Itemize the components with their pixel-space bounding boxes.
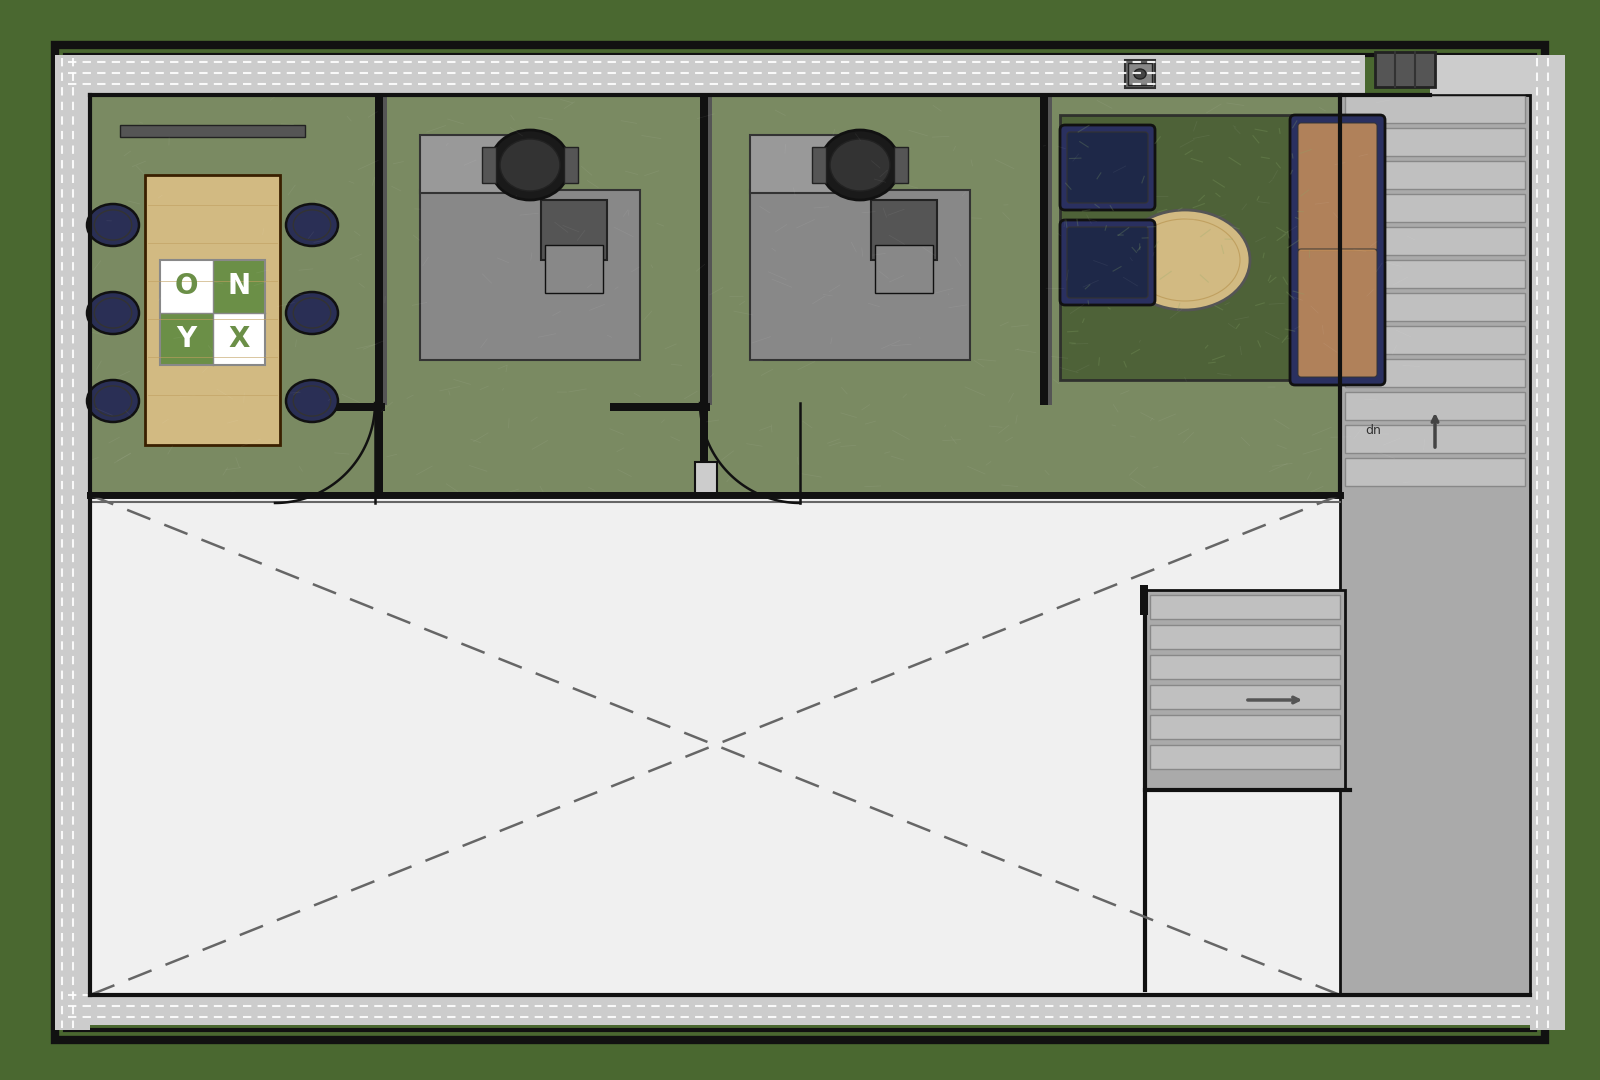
Bar — [541, 200, 606, 259]
Bar — [66, 990, 1534, 1025]
Bar — [1125, 60, 1155, 87]
Bar — [870, 200, 938, 259]
Bar — [1374, 52, 1435, 87]
Bar — [1150, 715, 1341, 739]
Bar — [1150, 654, 1341, 679]
FancyBboxPatch shape — [1067, 227, 1149, 298]
FancyBboxPatch shape — [1059, 220, 1155, 305]
Bar — [54, 55, 90, 1030]
Bar — [419, 135, 512, 193]
Bar — [1346, 194, 1525, 222]
Bar — [382, 95, 387, 405]
Ellipse shape — [86, 204, 139, 246]
Ellipse shape — [490, 130, 570, 200]
Bar — [707, 95, 712, 405]
Bar — [1048, 95, 1053, 405]
Bar — [482, 147, 496, 183]
Text: N: N — [227, 272, 250, 300]
Bar — [563, 147, 578, 183]
Bar — [750, 190, 970, 360]
Bar — [374, 95, 382, 405]
Ellipse shape — [86, 292, 139, 334]
Bar — [813, 147, 826, 183]
Ellipse shape — [286, 292, 338, 334]
Ellipse shape — [286, 204, 338, 246]
Ellipse shape — [1120, 210, 1250, 310]
Bar — [1128, 63, 1152, 85]
Bar — [66, 55, 1365, 95]
Ellipse shape — [293, 386, 331, 416]
Bar — [90, 95, 1430, 500]
Ellipse shape — [499, 139, 560, 191]
Bar — [701, 403, 707, 492]
Text: dn: dn — [1365, 423, 1381, 436]
Bar — [1346, 426, 1525, 453]
Bar — [1040, 95, 1048, 405]
Ellipse shape — [830, 139, 890, 191]
Bar — [1430, 55, 1534, 95]
Bar — [213, 312, 266, 365]
Bar — [213, 260, 266, 312]
Text: O: O — [174, 272, 198, 300]
Bar — [419, 190, 640, 360]
Ellipse shape — [293, 210, 331, 240]
Bar — [306, 403, 386, 411]
Bar — [694, 462, 717, 497]
Bar — [1346, 359, 1525, 387]
Bar — [1346, 293, 1525, 321]
Ellipse shape — [94, 386, 131, 416]
Bar — [701, 95, 707, 405]
FancyBboxPatch shape — [1298, 249, 1378, 377]
FancyBboxPatch shape — [1059, 125, 1155, 210]
Text: Y: Y — [176, 325, 197, 353]
Bar — [1059, 114, 1320, 380]
Bar — [1150, 685, 1341, 708]
Ellipse shape — [1134, 69, 1146, 79]
FancyBboxPatch shape — [1298, 123, 1378, 251]
Bar — [160, 312, 213, 365]
Ellipse shape — [94, 210, 131, 240]
Bar — [146, 175, 280, 445]
Bar — [1346, 260, 1525, 288]
Bar — [90, 495, 1341, 995]
Bar — [160, 260, 266, 365]
Bar — [1346, 227, 1525, 255]
Bar — [1346, 161, 1525, 189]
Ellipse shape — [819, 130, 899, 200]
Bar — [374, 403, 382, 492]
Bar — [1150, 595, 1341, 619]
Ellipse shape — [86, 380, 139, 422]
Bar — [1346, 392, 1525, 420]
Bar — [1530, 55, 1565, 1030]
Bar — [1139, 585, 1149, 615]
Bar — [546, 245, 603, 293]
Bar — [160, 260, 213, 312]
Bar — [1346, 129, 1525, 156]
Bar — [894, 147, 909, 183]
Bar — [1346, 95, 1525, 123]
Ellipse shape — [293, 298, 331, 328]
Bar — [1150, 625, 1341, 649]
FancyBboxPatch shape — [1290, 114, 1386, 384]
Bar — [1341, 95, 1530, 995]
Bar — [120, 125, 306, 137]
Bar — [610, 403, 710, 411]
Bar — [750, 135, 842, 193]
Bar — [1146, 590, 1346, 789]
Bar — [875, 245, 933, 293]
Text: X: X — [229, 325, 250, 353]
FancyBboxPatch shape — [1067, 132, 1149, 203]
Ellipse shape — [286, 380, 338, 422]
Bar — [1346, 458, 1525, 486]
Bar — [1346, 326, 1525, 354]
Bar — [1150, 745, 1341, 769]
Ellipse shape — [94, 298, 131, 328]
